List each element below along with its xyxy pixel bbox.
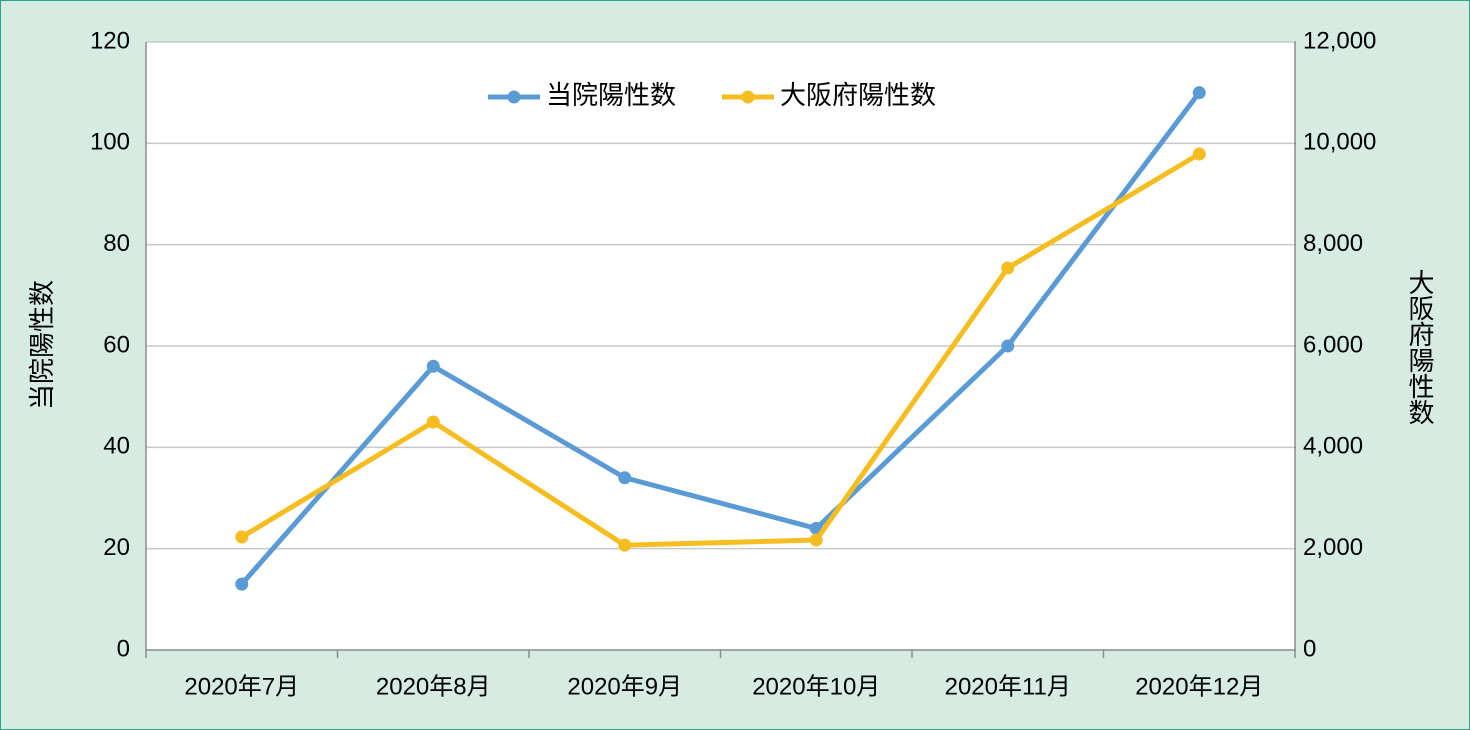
data-point xyxy=(235,577,249,591)
y2-tick-label: 2,000 xyxy=(1303,534,1363,561)
series-line xyxy=(239,91,1202,586)
data-point xyxy=(1001,339,1015,353)
data-point xyxy=(235,530,249,544)
y2-tick-label: 12,000 xyxy=(1303,27,1376,54)
y2-tick-label: 6,000 xyxy=(1303,331,1363,358)
data-point xyxy=(618,471,632,485)
x-tick-label: 2020年12月 xyxy=(1135,673,1263,700)
y-tick-label: 80 xyxy=(103,230,130,257)
x-tick-label: 2020年9月 xyxy=(567,673,682,700)
legend-label: 当院陽性数 xyxy=(546,80,676,110)
y-tick-label: 0 xyxy=(117,635,130,662)
y-tick-label: 60 xyxy=(103,331,130,358)
y2-axis-title: 大阪府陽性数 xyxy=(1405,269,1435,425)
y2-tick-label: 4,000 xyxy=(1303,433,1363,460)
data-point xyxy=(1001,261,1015,275)
data-point xyxy=(1192,147,1206,161)
data-point xyxy=(809,533,823,547)
legend-marker xyxy=(741,90,755,104)
series-line xyxy=(240,151,1201,548)
data-point xyxy=(426,415,440,429)
y-tick-label: 100 xyxy=(90,129,130,156)
y-axis-title: 当院陽性数 xyxy=(27,280,57,410)
legend-label: 大阪府陽性数 xyxy=(780,80,936,110)
legend-marker xyxy=(507,90,521,104)
y2-tick-label: 0 xyxy=(1303,635,1316,662)
data-point xyxy=(618,538,632,552)
y2-tick-label: 8,000 xyxy=(1303,230,1363,257)
data-point xyxy=(1192,86,1206,100)
data-point xyxy=(426,359,440,373)
y-tick-label: 120 xyxy=(90,27,130,54)
y-tick-label: 20 xyxy=(103,534,130,561)
x-tick-label: 2020年8月 xyxy=(376,673,491,700)
x-tick-label: 2020年11月 xyxy=(945,673,1071,700)
x-tick-label: 2020年7月 xyxy=(184,673,299,700)
y2-tick-label: 10,000 xyxy=(1303,129,1376,156)
x-tick-label: 2020年10月 xyxy=(752,673,880,700)
y-tick-label: 40 xyxy=(103,433,130,460)
